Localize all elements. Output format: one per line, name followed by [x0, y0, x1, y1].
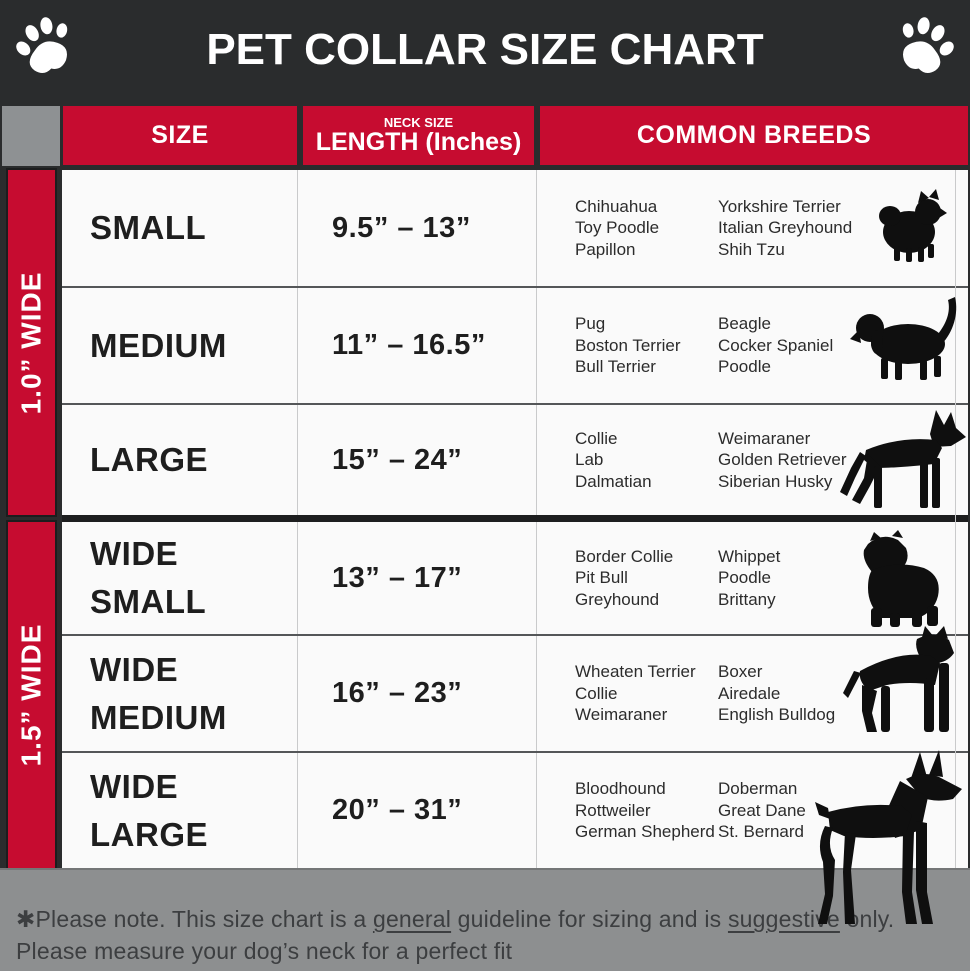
table-row-medium: MEDIUM 11” – 16.5” Pug Boston Terrier Bu…	[62, 288, 968, 403]
doberman-silhouette-icon	[815, 750, 962, 924]
section-divider	[62, 515, 968, 522]
breed-list-left: Bloodhound Rottweiler German Shepherd	[575, 779, 715, 842]
page-title: PET COLLAR SIZE CHART	[206, 25, 764, 74]
footnote-line-2: Please measure your dog’s neck for a per…	[16, 938, 513, 964]
table-row-wide-large: WIDE LARGE 20” – 31” Bloodhound Rottweil…	[62, 753, 968, 868]
table-row-wide-medium: WIDE MEDIUM 16” – 23” Wheaten Terrier Co…	[62, 636, 968, 751]
table-row-wide-small: WIDE SMALL 13” – 17” Border Collie Pit B…	[62, 522, 968, 634]
row-divider	[62, 403, 968, 405]
breeds-cell: Wheaten Terrier Collie Weimaraner Boxer …	[536, 636, 968, 751]
side-label-text: 1.0” WIDE	[15, 271, 47, 414]
side-label-1-inch-wide: 1.0” WIDE	[8, 170, 55, 515]
length-cell: 13” – 17”	[297, 522, 536, 634]
table-row-small: SMALL 9.5” – 13” Chihuahua Toy Poodle Pa…	[62, 170, 968, 286]
size-cell: WIDE SMALL	[90, 535, 207, 620]
size-cell: SMALL	[90, 209, 207, 247]
german-shepherd-silhouette-icon	[840, 410, 966, 508]
row-divider	[62, 751, 968, 753]
breed-list-left: Pug Boston Terrier Bull Terrier	[575, 314, 681, 377]
footnote-line-1: ✱Please note. This size chart is a gener…	[16, 906, 895, 932]
pitbull-silhouette-icon	[843, 626, 954, 732]
row-divider	[62, 634, 968, 636]
size-cell: MEDIUM	[90, 326, 227, 364]
side-label-text: 1.5” WIDE	[15, 623, 47, 767]
column-header-neck-size-label: NECK SIZE	[383, 114, 454, 130]
breeds-cell: Collie Lab Dalmatian Weimaraner Golden R…	[536, 405, 968, 515]
length-cell: 15” – 24”	[297, 405, 536, 515]
column-header-size: SIZE	[63, 106, 297, 165]
size-cell: LARGE	[90, 441, 208, 479]
title-bar: PET COLLAR SIZE CHART	[0, 0, 970, 99]
column-header-length: NECK SIZE LENGTH (Inches)	[303, 106, 534, 165]
column-header-length-label: LENGTH (Inches)	[315, 128, 522, 157]
breed-list-right: Whippet Poodle Brittany	[718, 546, 781, 609]
breed-list-right: Boxer Airedale English Bulldog	[718, 662, 836, 725]
breed-list-left: Collie Lab Dalmatian	[575, 428, 652, 491]
bulldog-silhouette-icon	[863, 530, 939, 627]
length-cell: 9.5” – 13”	[297, 170, 536, 286]
footnote-bar: ✱Please note. This size chart is a gener…	[0, 868, 970, 971]
table-corner-block	[2, 106, 60, 166]
breed-list-right: Weimaraner Golden Retriever Siberian Hus…	[718, 428, 847, 491]
breeds-cell: Pug Boston Terrier Bull Terrier Beagle C…	[536, 288, 968, 403]
side-label-1-5-inch-wide: 1.5” WIDE	[8, 522, 55, 868]
breed-list-left: Wheaten Terrier Collie Weimaraner	[575, 662, 696, 725]
breed-list-right: Doberman Great Dane St. Bernard	[718, 779, 806, 842]
size-cell: WIDE MEDIUM	[90, 650, 227, 736]
column-divider	[955, 170, 956, 868]
breed-list-right: Beagle Cocker Spaniel Poodle	[718, 314, 834, 377]
table-row-large: LARGE 15” – 24” Collie Lab Dalmatian Wei…	[62, 405, 968, 515]
pomeranian-silhouette-icon	[879, 189, 947, 262]
length-cell: 20” – 31”	[297, 753, 536, 868]
breed-list-left: Border Collie Pit Bull Greyhound	[575, 546, 674, 609]
breeds-cell: Border Collie Pit Bull Greyhound Whippet…	[536, 522, 968, 634]
breed-list-left: Chihuahua Toy Poodle Papillon	[575, 196, 660, 259]
paw-icon	[902, 17, 954, 74]
size-cell: WIDE LARGE	[90, 767, 208, 853]
paw-icon	[16, 17, 68, 74]
breeds-cell: Chihuahua Toy Poodle Papillon Yorkshire …	[536, 170, 968, 286]
breeds-cell: Bloodhound Rottweiler German Shepherd Do…	[536, 753, 968, 868]
length-cell: 11” – 16.5”	[297, 288, 536, 403]
breed-list-right: Yorkshire Terrier Italian Greyhound Shih…	[718, 196, 853, 259]
column-header-common-breeds: COMMON BREEDS	[540, 106, 968, 165]
beagle-silhouette-icon	[850, 297, 957, 380]
length-cell: 16” – 23”	[297, 636, 536, 751]
row-divider	[62, 286, 968, 288]
